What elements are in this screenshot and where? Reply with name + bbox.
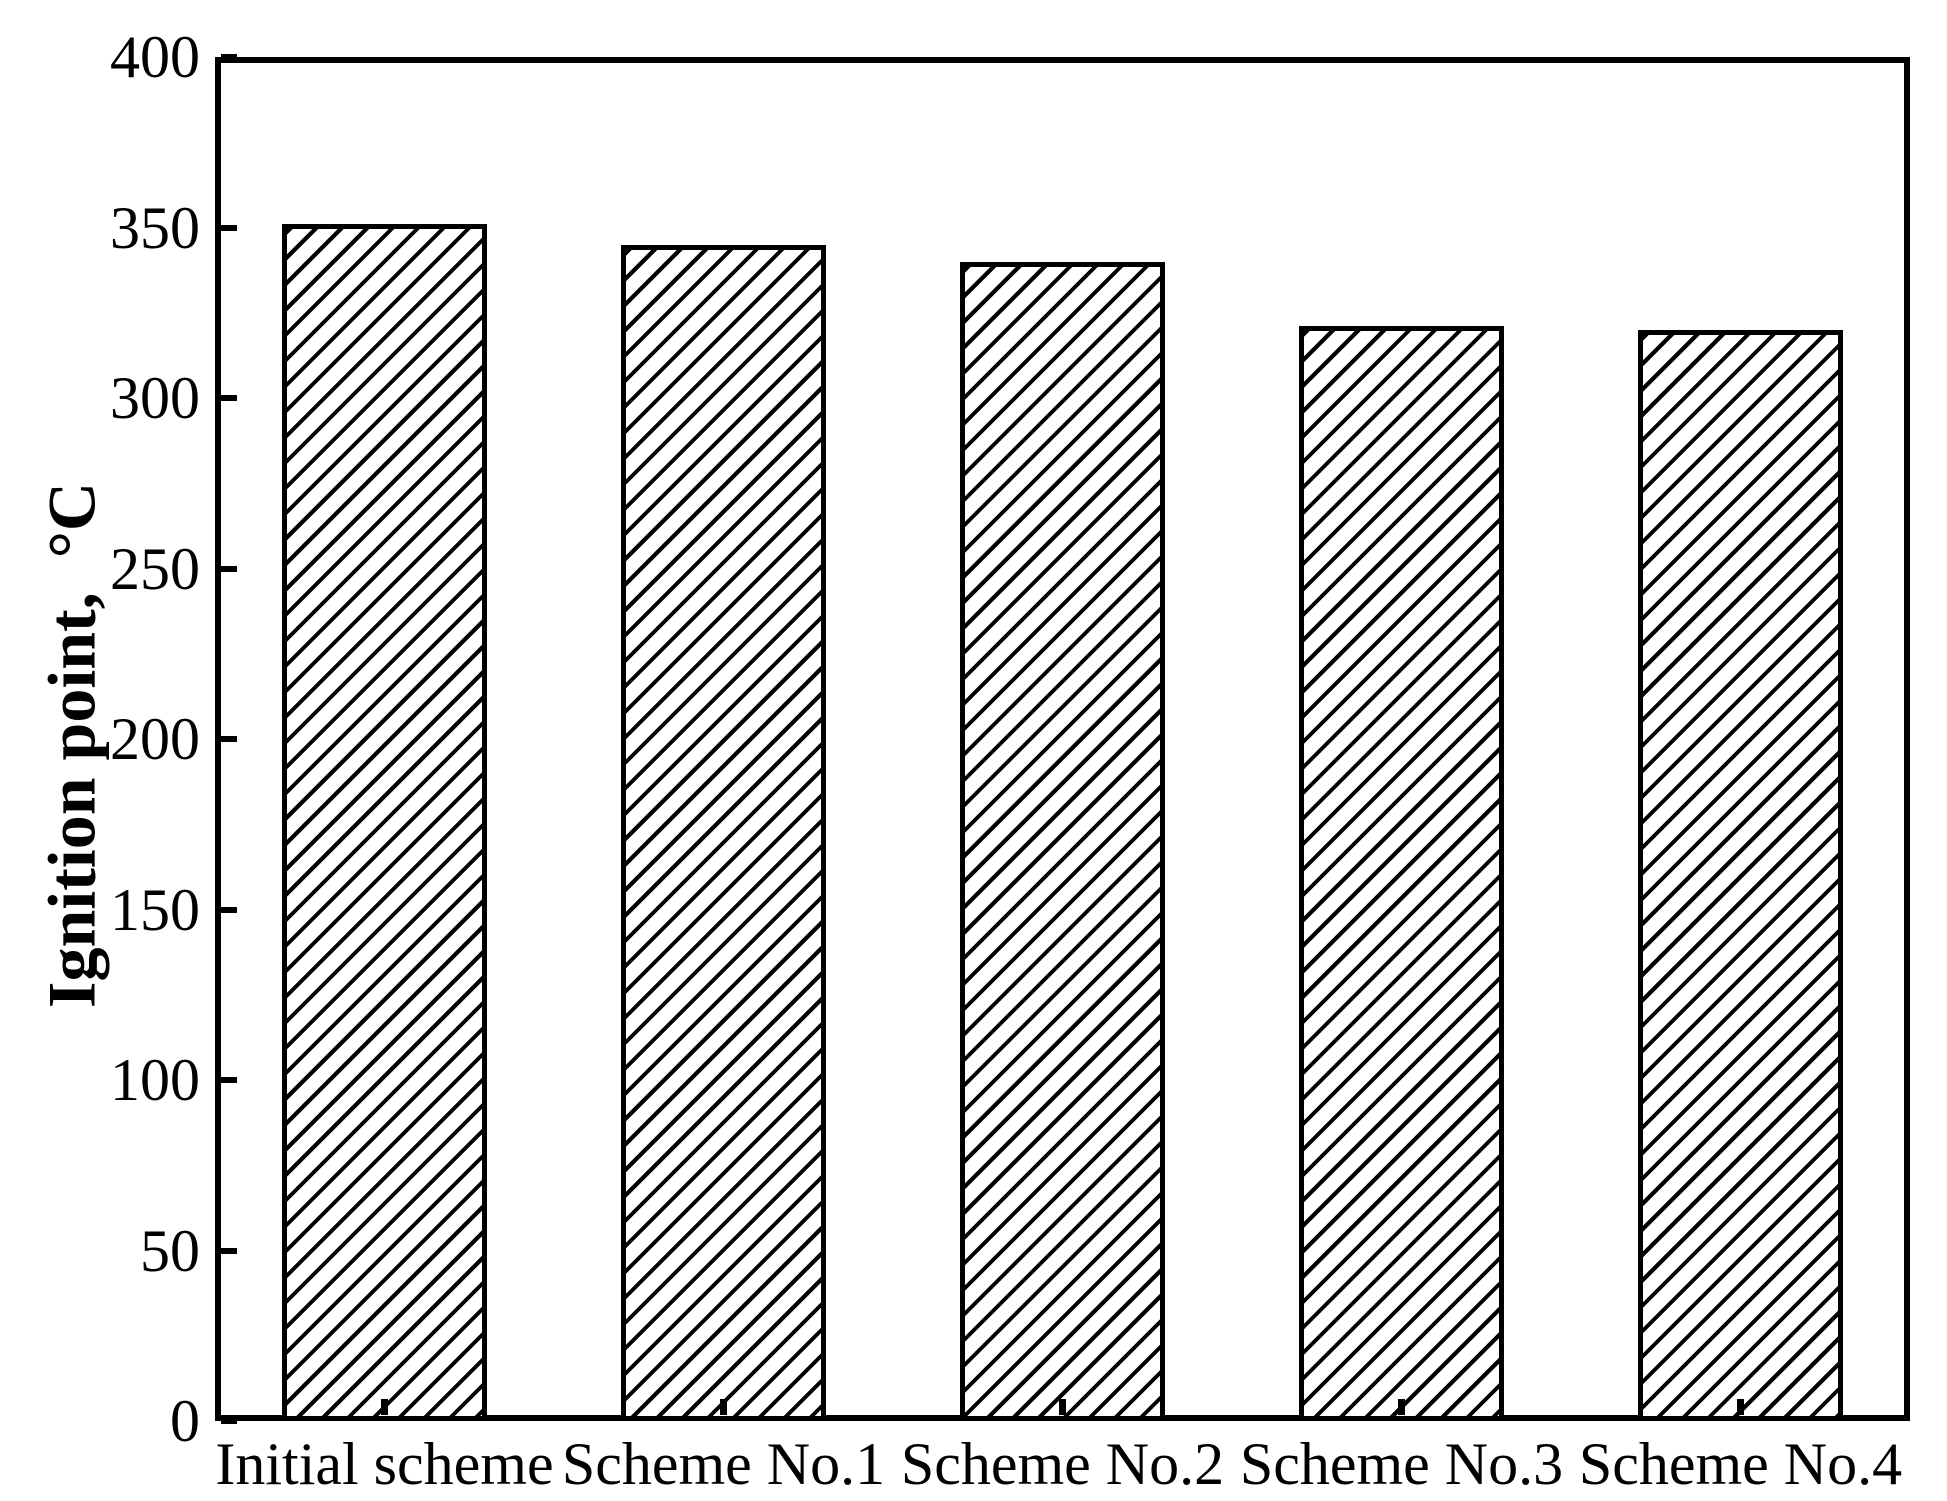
- y-tick-mark: [221, 1077, 237, 1083]
- y-tick-mark: [221, 395, 237, 401]
- x-tick-mark: [720, 1399, 727, 1415]
- y-tick-label: 300: [110, 365, 200, 431]
- y-tick-label: 200: [110, 706, 200, 772]
- x-tick-mark: [1737, 1399, 1744, 1415]
- bar: [621, 244, 826, 1421]
- y-tick-label: 150: [110, 876, 200, 943]
- bar: [282, 224, 487, 1421]
- y-tick-label: 250: [110, 535, 200, 602]
- bar: [960, 261, 1165, 1421]
- y-tick-mark: [221, 1247, 237, 1254]
- x-tick-label: Scheme No.1: [561, 1431, 886, 1497]
- y-tick-mark: [221, 224, 237, 231]
- y-tick-label: 50: [140, 1217, 200, 1284]
- y-tick-mark: [221, 736, 237, 742]
- y-tick-mark: [221, 1418, 237, 1424]
- x-tick-mark: [381, 1399, 388, 1415]
- x-tick-mark: [1398, 1399, 1405, 1415]
- x-tick-label: Scheme No.2: [900, 1431, 1225, 1497]
- y-tick-label: 0: [170, 1388, 200, 1454]
- bar: [1638, 329, 1843, 1421]
- y-tick-label: 350: [110, 194, 200, 261]
- y-tick-label: 400: [110, 24, 200, 90]
- x-tick-label: Scheme No.3: [1239, 1431, 1564, 1497]
- y-tick-mark: [221, 54, 237, 60]
- y-tick-label: 100: [110, 1047, 200, 1113]
- x-tick-label: Scheme No.4: [1578, 1431, 1903, 1497]
- x-tick-label: Initial scheme: [215, 1431, 554, 1497]
- y-tick-mark: [221, 906, 237, 913]
- y-tick-mark: [221, 565, 237, 572]
- x-tick-mark: [1059, 1399, 1066, 1415]
- bar: [1299, 326, 1504, 1421]
